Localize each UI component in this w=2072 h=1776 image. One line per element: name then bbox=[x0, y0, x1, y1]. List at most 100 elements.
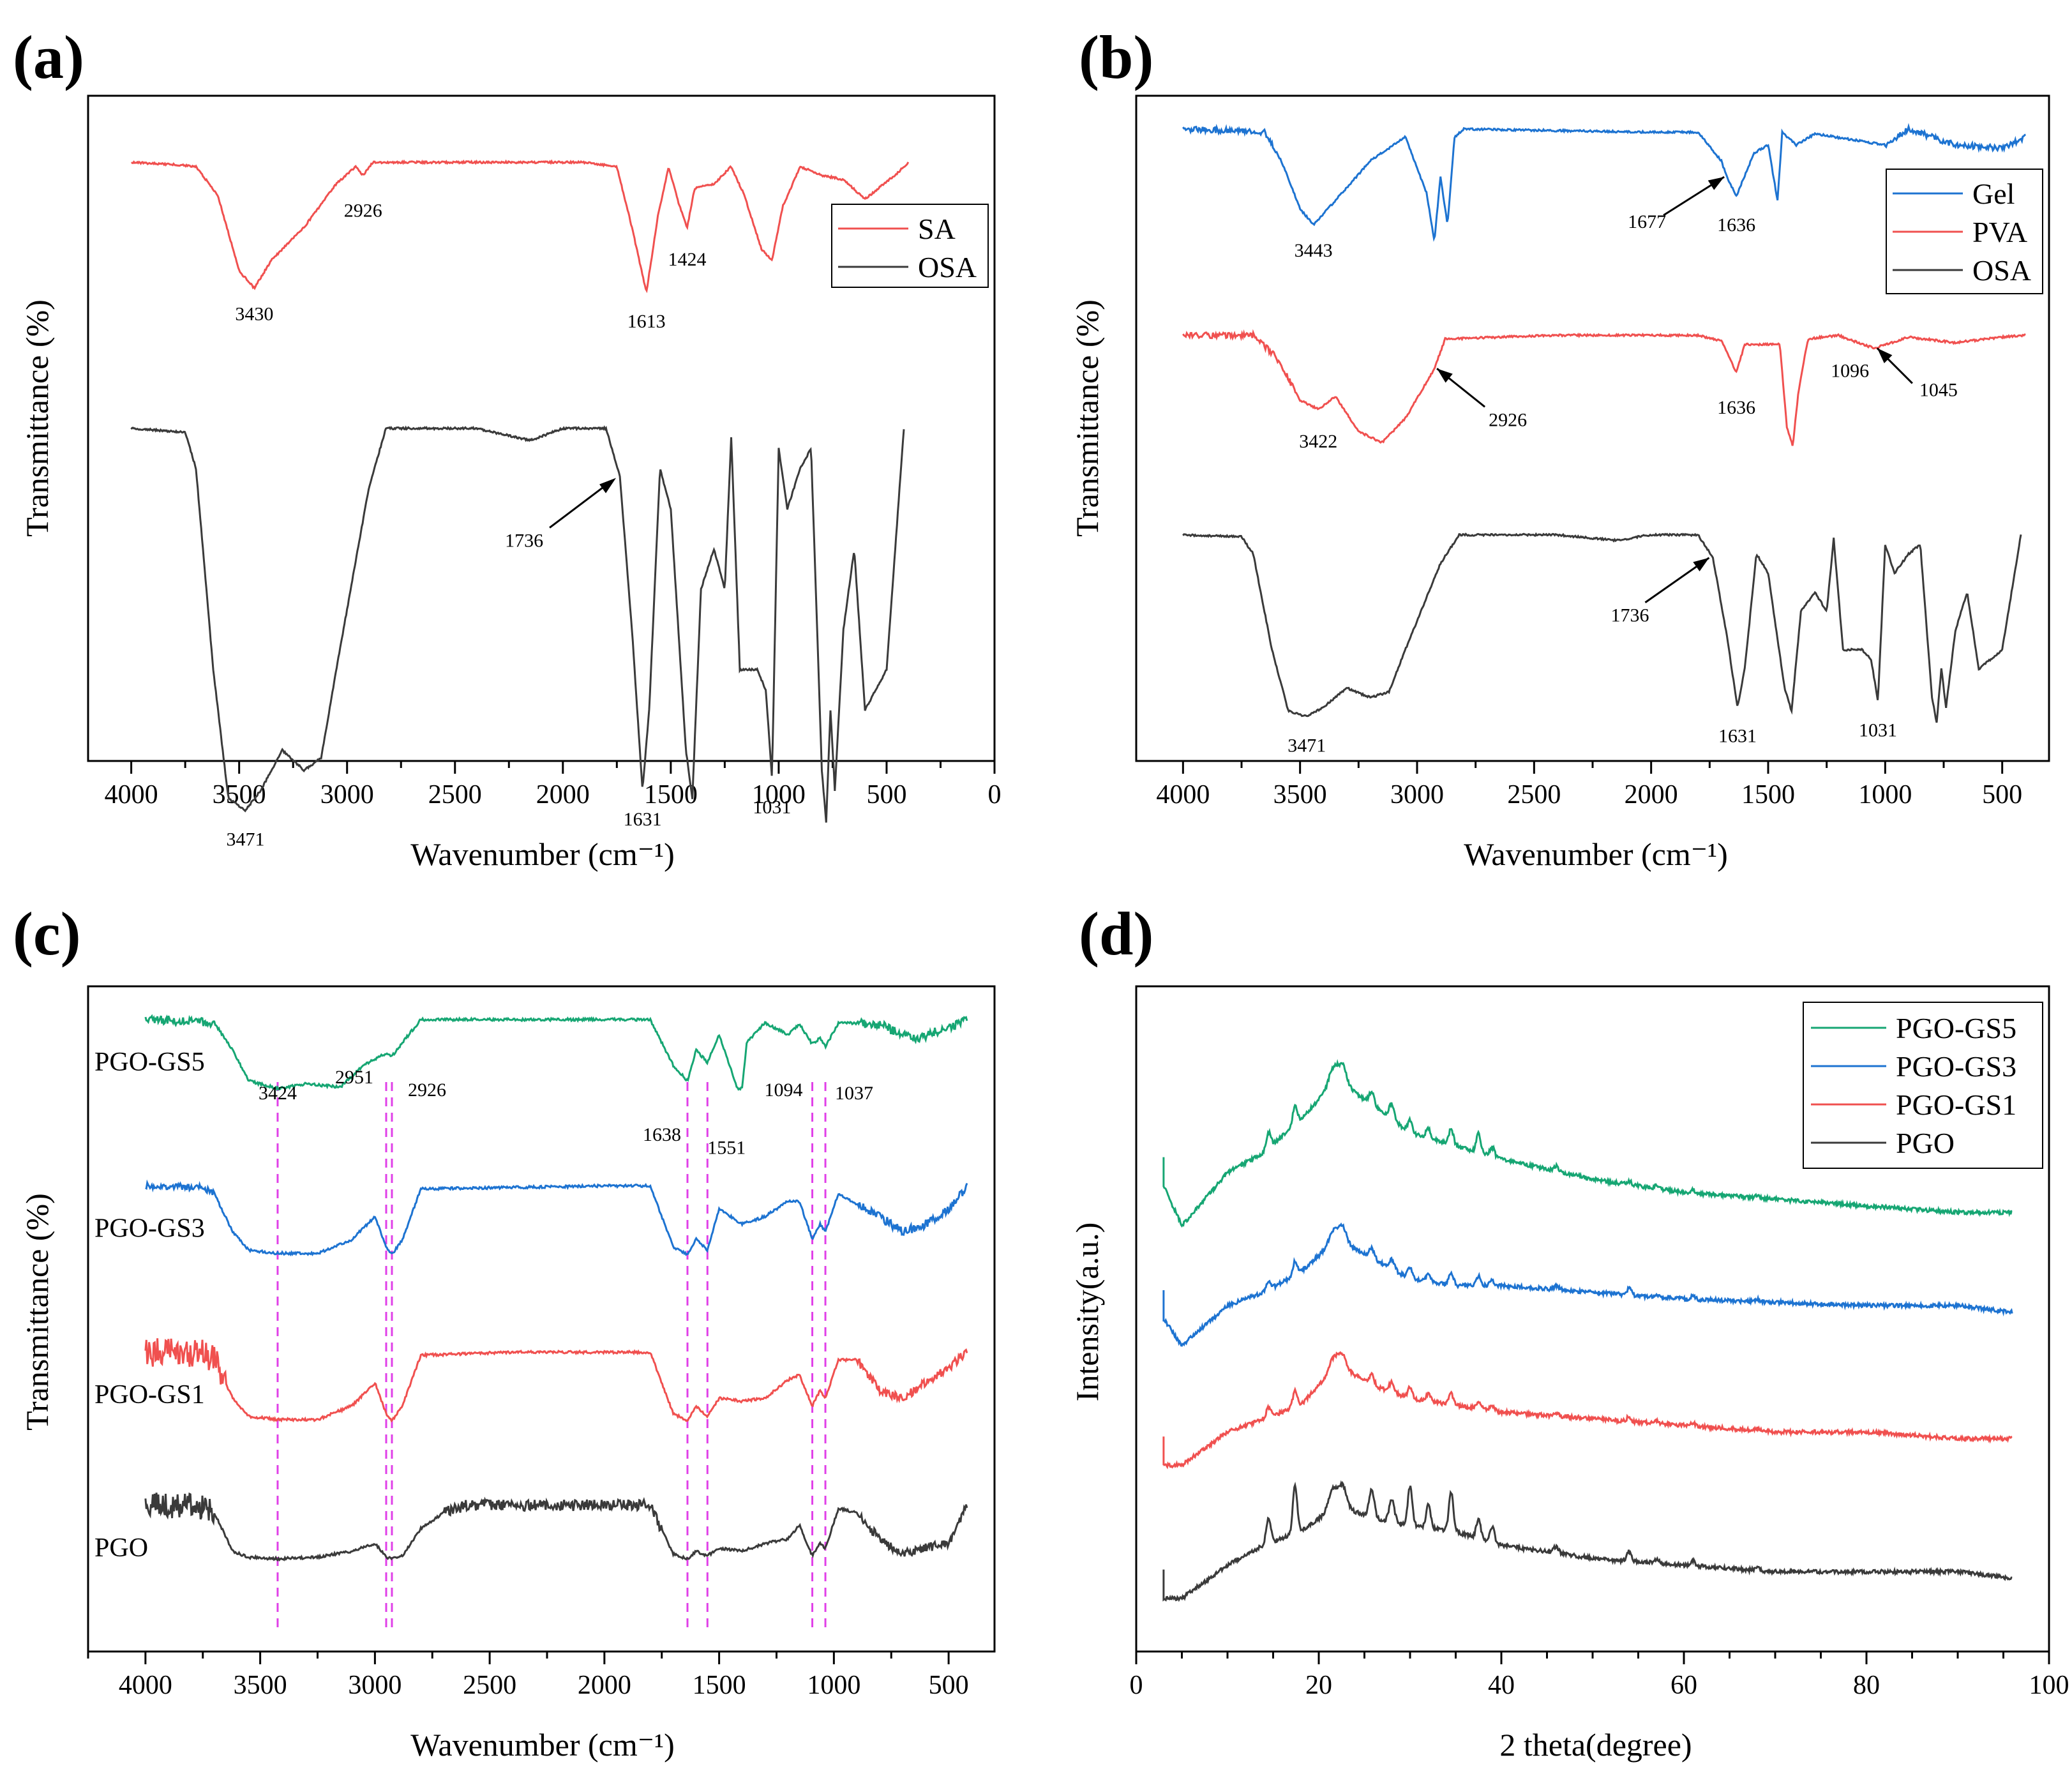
series-line-pgo-gs5 bbox=[1162, 1058, 2013, 1228]
peak-label: 3471 bbox=[1287, 735, 1326, 756]
peak-label: 1736 bbox=[1610, 605, 1649, 626]
annotation-arrowhead bbox=[1693, 557, 1709, 572]
series-line-pgo-gs5 bbox=[144, 1014, 968, 1092]
legend-label: PGO-GS3 bbox=[1896, 1050, 2016, 1083]
legend-label: PGO bbox=[1896, 1127, 1955, 1159]
series-line-pgo bbox=[1162, 1480, 2013, 1602]
peak-label: 1613 bbox=[627, 311, 666, 332]
legend-box bbox=[1803, 1002, 2043, 1169]
x-tick-label-c: 2500 bbox=[463, 1671, 516, 1700]
peak-label: 1037 bbox=[835, 1083, 873, 1104]
legend-label: PGO-GS5 bbox=[1896, 1012, 2016, 1044]
annotation-arrowhead bbox=[1877, 348, 1893, 363]
x-tick-label-d: 20 bbox=[1305, 1671, 1332, 1700]
annotation-arrowhead bbox=[1437, 368, 1453, 383]
plot-frame-a bbox=[87, 94, 996, 762]
ylabel-a: Transmittance (%) bbox=[19, 299, 55, 537]
x-tick-label-a: 2500 bbox=[428, 780, 482, 809]
peak-label: 3443 bbox=[1295, 240, 1333, 261]
x-tick-label-b: 3500 bbox=[1273, 780, 1327, 809]
x-tick-label-d: 0 bbox=[1130, 1671, 1143, 1700]
peak-label: 1096 bbox=[1831, 360, 1869, 381]
series-label: PGO-GS3 bbox=[94, 1214, 205, 1244]
peak-label: 1636 bbox=[1717, 214, 1755, 236]
peak-label: 1636 bbox=[1717, 397, 1755, 418]
peak-label: 2926 bbox=[1489, 409, 1527, 430]
series-line-pgo bbox=[144, 1492, 968, 1562]
x-tick-label-b: 500 bbox=[1982, 780, 2022, 809]
legend-label: SA bbox=[918, 213, 956, 245]
peak-label: 1424 bbox=[668, 249, 707, 270]
series-label: PGO-GS5 bbox=[94, 1048, 205, 1077]
peak-label: 3430 bbox=[235, 303, 273, 324]
legend-label: PVA bbox=[1972, 216, 2027, 248]
x-tick-label-c: 1000 bbox=[807, 1671, 860, 1700]
x-tick-label-d: 100 bbox=[2029, 1671, 2069, 1700]
peak-label: 1677 bbox=[1628, 211, 1666, 232]
plot-frame-c bbox=[87, 985, 996, 1653]
series-label: PGO-GS1 bbox=[94, 1380, 205, 1410]
x-tick-label-a: 4000 bbox=[105, 780, 158, 809]
peak-label: 1638 bbox=[643, 1124, 681, 1145]
xlabel-d: 2 theta(degree) bbox=[1499, 1727, 1692, 1763]
x-tick-label-d: 60 bbox=[1670, 1671, 1697, 1700]
series-line-pgo-gs3 bbox=[145, 1179, 968, 1257]
x-tick-label-c: 4000 bbox=[119, 1671, 172, 1700]
legend-label: OSA bbox=[1972, 254, 2031, 287]
peak-label: 1031 bbox=[753, 797, 791, 818]
x-tick-label-a: 500 bbox=[866, 780, 906, 809]
x-tick-label-a: 2000 bbox=[536, 780, 590, 809]
legend-label: Gel bbox=[1972, 177, 2015, 210]
x-tick-label-b: 3000 bbox=[1390, 780, 1444, 809]
ylabel-c: Transmittance (%) bbox=[19, 1193, 55, 1431]
ylabel-d: Intensity(a.u.) bbox=[1069, 1223, 1105, 1401]
series-line-pva bbox=[1182, 329, 2026, 446]
annotation-arrowhead bbox=[599, 478, 617, 493]
legend-label: OSA bbox=[918, 251, 977, 283]
peak-label: 2926 bbox=[408, 1080, 446, 1101]
x-tick-label-a: 1000 bbox=[752, 780, 806, 809]
x-tick-label-c: 2000 bbox=[578, 1671, 631, 1700]
xlabel-b: Wavenumber (cm⁻¹) bbox=[1464, 836, 1728, 872]
series-line-osa bbox=[130, 425, 905, 823]
legend-label: PGO-GS1 bbox=[1896, 1088, 2016, 1121]
x-tick-label-a: 0 bbox=[988, 780, 1002, 809]
series-line-pgo-gs1 bbox=[1162, 1351, 2013, 1470]
x-tick-label-a: 3000 bbox=[320, 780, 374, 809]
series-line-pgo-gs1 bbox=[144, 1338, 968, 1423]
panel-label-b: (b) bbox=[1079, 23, 1153, 91]
legend-box bbox=[831, 204, 989, 288]
peak-label: 3471 bbox=[226, 829, 264, 850]
x-tick-label-a: 1500 bbox=[644, 780, 698, 809]
series-line-osa bbox=[1182, 532, 2022, 723]
series-label: PGO bbox=[94, 1533, 148, 1563]
x-tick-label-c: 1500 bbox=[693, 1671, 746, 1700]
peak-label: 1631 bbox=[1718, 726, 1757, 747]
x-tick-label-b: 2000 bbox=[1625, 780, 1678, 809]
x-tick-label-c: 3000 bbox=[348, 1671, 402, 1700]
plot-b: 4000 3500 3000 2500 2000 1500 1000 500 3443 1636 3… bbox=[1156, 123, 2043, 809]
peak-label: 2926 bbox=[344, 200, 382, 222]
panel-label-a: (a) bbox=[13, 23, 84, 91]
x-tick-label-c: 500 bbox=[929, 1671, 969, 1700]
x-tick-label-b: 2500 bbox=[1507, 780, 1561, 809]
plot-a: 4000 3500 3000 2500 2000 1500 1000 500 034302926… bbox=[105, 159, 1002, 850]
series-line-gel bbox=[1182, 123, 2027, 242]
x-tick-label-b: 1000 bbox=[1858, 780, 1912, 809]
peak-label: 1551 bbox=[707, 1138, 746, 1159]
series-line-pgo-gs3 bbox=[1162, 1222, 2013, 1347]
x-tick-label-d: 80 bbox=[1853, 1671, 1880, 1700]
peak-label: 1031 bbox=[1859, 720, 1897, 741]
peak-label: 1045 bbox=[1919, 379, 1958, 400]
peak-label: 3422 bbox=[1299, 431, 1337, 452]
plot-c: 4000 3500 3000 2500 2000 1500 1000 500 PGO-GS5 PG… bbox=[87, 1014, 969, 1700]
x-tick-label-d: 40 bbox=[1488, 1671, 1515, 1700]
xlabel-a: Wavenumber (cm⁻¹) bbox=[410, 836, 675, 872]
xlabel-c: Wavenumber (cm⁻¹) bbox=[410, 1727, 675, 1763]
series-line-sa bbox=[131, 159, 910, 294]
peak-label: 3424 bbox=[259, 1083, 297, 1104]
panel-label-c: (c) bbox=[13, 899, 81, 968]
x-tick-label-b: 4000 bbox=[1156, 780, 1210, 809]
peak-label: 2951 bbox=[335, 1067, 373, 1088]
